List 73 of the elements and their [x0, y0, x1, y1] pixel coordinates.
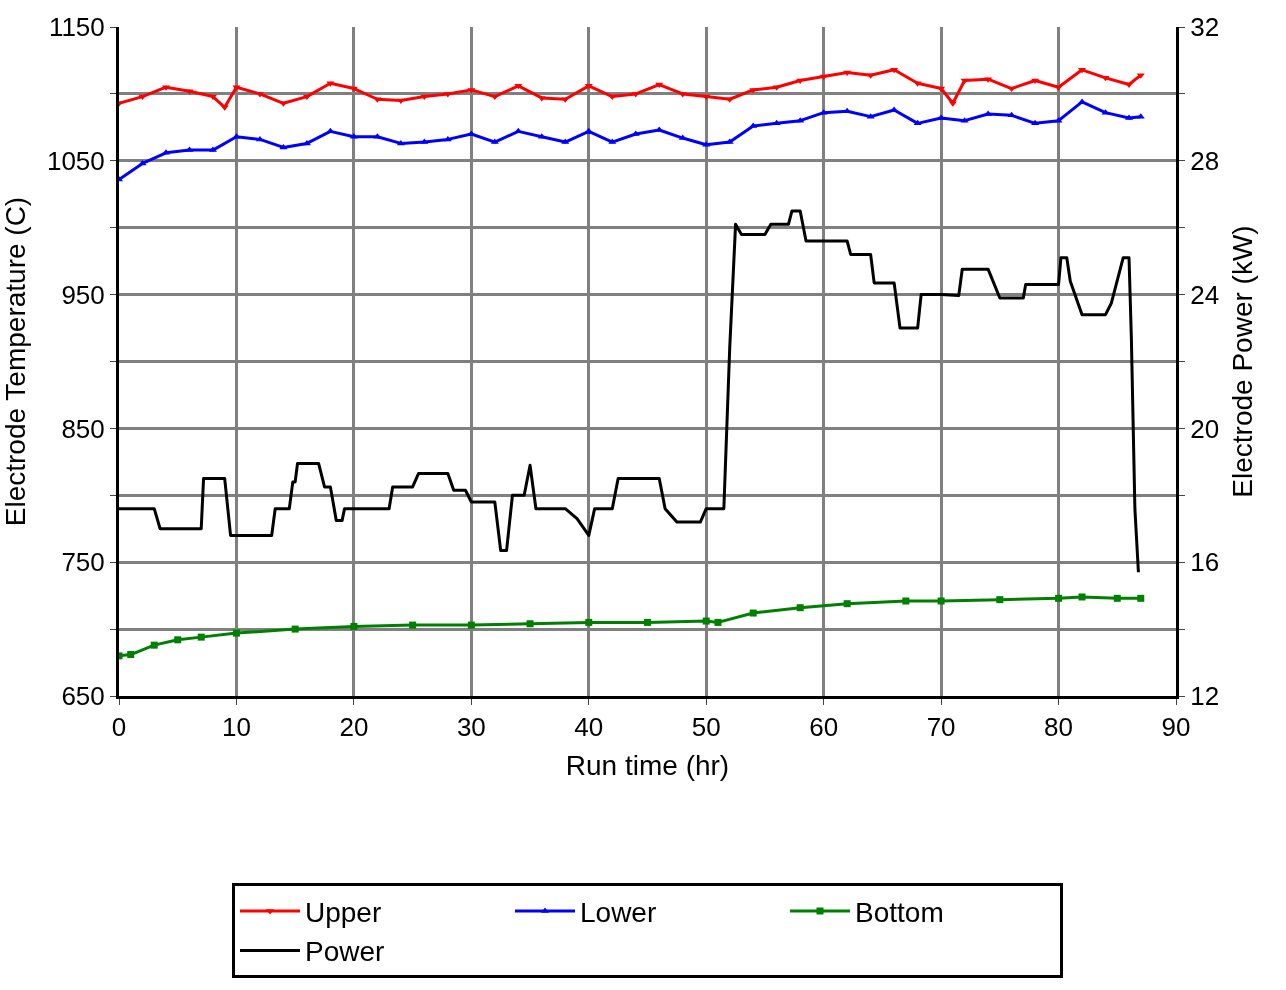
point [409, 621, 417, 629]
point [255, 135, 264, 142]
point [279, 143, 288, 150]
point [585, 618, 593, 626]
point [819, 74, 828, 81]
point [349, 86, 358, 93]
point [1055, 594, 1063, 602]
legend-label: Upper [305, 896, 382, 928]
point [232, 629, 240, 637]
point [1078, 593, 1086, 601]
point [843, 600, 851, 608]
point [420, 94, 429, 101]
point [127, 651, 135, 659]
point [467, 621, 475, 629]
x-tick-label: 80 [1044, 712, 1074, 743]
y2-tick-label: 28 [1190, 145, 1220, 176]
point [1031, 78, 1040, 85]
x-tick-label: 70 [926, 712, 956, 743]
point [138, 159, 147, 166]
point [644, 618, 651, 626]
point [913, 119, 922, 126]
point [350, 622, 358, 630]
point [996, 596, 1004, 604]
point [1137, 594, 1145, 602]
y2-axis-title: Electrode Power (kW) [1227, 225, 1259, 498]
legend-label: Power [305, 936, 385, 968]
y-axis-title: Electrode Temperature (C) [0, 196, 31, 527]
x-tick-label: 20 [339, 712, 369, 743]
point [150, 641, 158, 649]
y2-tick-label: 12 [1190, 681, 1220, 712]
point [302, 139, 311, 146]
legend-label: Bottom [855, 896, 944, 928]
x-tick-label: 0 [111, 712, 127, 743]
point [714, 618, 722, 626]
point [655, 82, 664, 89]
point [174, 636, 182, 644]
point [443, 135, 452, 142]
legend-label: Lower [580, 896, 657, 928]
point [796, 78, 805, 85]
y2-tick-label: 24 [1190, 279, 1220, 310]
y2-tick-label: 32 [1190, 12, 1220, 43]
point [1113, 594, 1121, 602]
x-axis-title: Run time (hr) [565, 750, 730, 782]
point [937, 86, 946, 93]
y-tick-label: 950 [61, 279, 105, 310]
x-tick-label: 50 [691, 712, 721, 743]
y-tick-label: 750 [61, 547, 105, 578]
y-tick-label: 650 [61, 681, 105, 712]
point [960, 78, 969, 85]
x-tick-label: 90 [1161, 712, 1191, 743]
point [302, 94, 311, 101]
point [1031, 119, 1040, 126]
y2-tick-label: 16 [1190, 547, 1220, 578]
x-tick-label: 10 [221, 712, 251, 743]
point [526, 620, 534, 628]
point [291, 625, 299, 633]
point [902, 597, 910, 605]
point [396, 139, 405, 146]
point [937, 597, 945, 605]
point [208, 94, 217, 101]
point [796, 604, 804, 612]
point [702, 617, 710, 625]
x-tick-label: 40 [574, 712, 604, 743]
y-tick-label: 1050 [46, 145, 105, 176]
point [702, 94, 711, 101]
point [749, 609, 757, 617]
x-tick-label: 30 [456, 712, 486, 743]
point [197, 633, 205, 641]
point [396, 98, 405, 105]
x-tick-label: 60 [809, 712, 839, 743]
y-tick-label: 1150 [48, 12, 105, 43]
y-tick-label: 850 [61, 413, 105, 444]
y2-tick-label: 20 [1190, 413, 1220, 444]
